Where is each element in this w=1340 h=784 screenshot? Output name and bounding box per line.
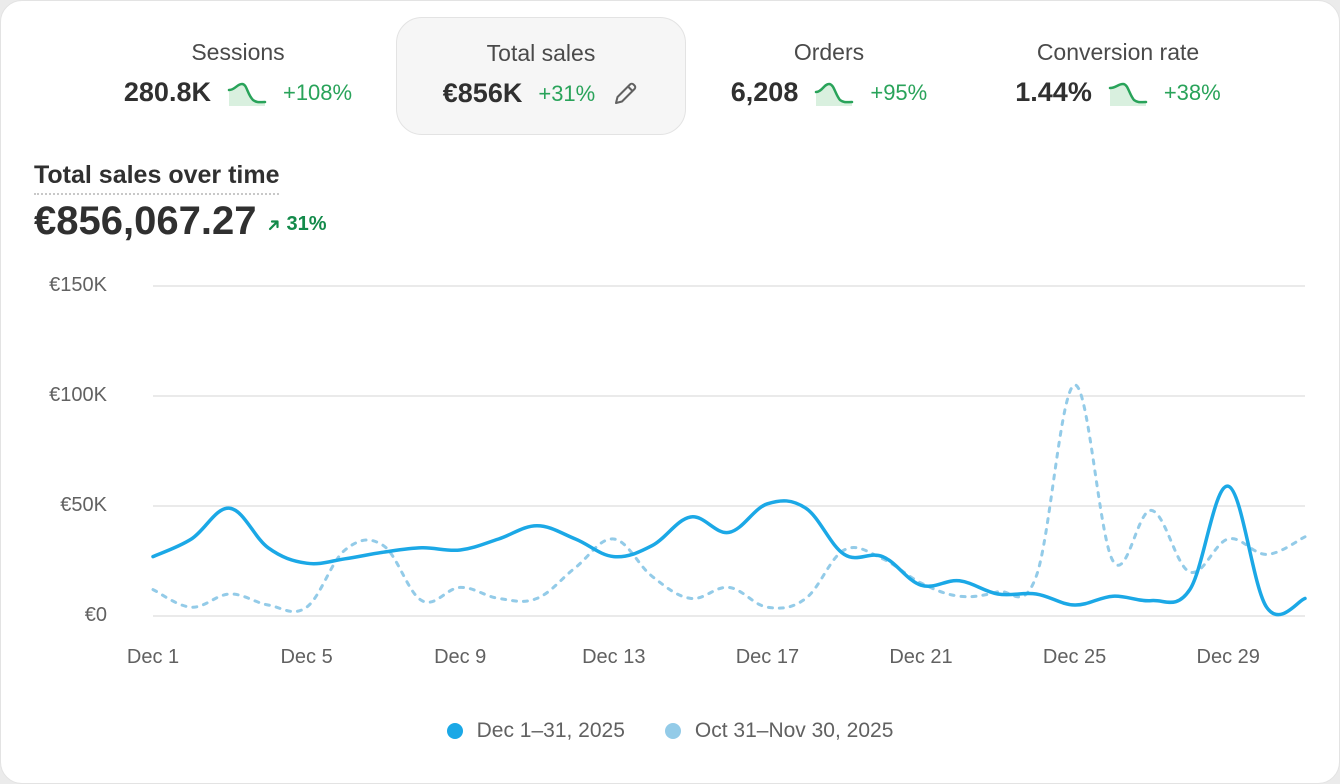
legend-item-current[interactable]: Dec 1–31, 2025 bbox=[446, 719, 625, 743]
chart-title[interactable]: Total sales over time bbox=[34, 161, 280, 195]
metric-value: 280.8K bbox=[123, 77, 211, 107]
metric-value: €856K bbox=[442, 78, 523, 108]
metric-label: Conversion rate bbox=[1036, 39, 1200, 65]
series-line-current bbox=[151, 484, 1307, 617]
metrics-row: Sessions 280.8K +108% Total sales €856K … bbox=[1, 1, 1339, 151]
metric-label: Orders bbox=[793, 39, 865, 65]
x-tick-label: Dec 13 bbox=[582, 646, 646, 668]
x-tick-label: Dec 21 bbox=[889, 646, 953, 668]
series-line-previous bbox=[151, 383, 1307, 613]
metric-total-sales[interactable]: Total sales €856K +31% bbox=[396, 17, 686, 135]
metric-value: 6,208 bbox=[730, 77, 799, 107]
metric-label: Sessions bbox=[191, 39, 285, 65]
y-tick-label: €50K bbox=[60, 494, 107, 516]
metric-conversion-rate[interactable]: Conversion rate 1.44% +38% bbox=[973, 17, 1263, 135]
x-tick-label: Dec 25 bbox=[1042, 646, 1107, 668]
metric-change: +31% bbox=[538, 80, 596, 106]
total-change: 31% bbox=[266, 213, 326, 236]
legend-dot-current bbox=[446, 723, 463, 739]
y-tick-label: €0 bbox=[84, 604, 107, 626]
metric-sessions[interactable]: Sessions 280.8K +108% bbox=[93, 17, 383, 135]
legend-label-previous: Oct 31–Nov 30, 2025 bbox=[694, 719, 894, 742]
total-summary: €856,067.27 31% bbox=[34, 199, 326, 244]
legend-dot-previous bbox=[664, 723, 681, 739]
x-tick-label: Dec 17 bbox=[735, 646, 800, 668]
x-tick-label: Dec 1 bbox=[126, 646, 180, 668]
x-tick-label: Dec 29 bbox=[1196, 646, 1260, 668]
arrow-up-right-icon bbox=[269, 219, 280, 230]
x-tick-label: Dec 9 bbox=[434, 646, 487, 668]
metric-orders[interactable]: Orders 6,208 +95% bbox=[684, 17, 974, 135]
total-value: €856,067.27 bbox=[34, 199, 257, 243]
y-tick-label: €100K bbox=[49, 384, 107, 406]
chart-legend: Dec 1–31, 2025 Oct 31–Nov 30, 2025 bbox=[1, 719, 1339, 743]
total-change-value: 31% bbox=[286, 213, 327, 235]
legend-item-previous[interactable]: Oct 31–Nov 30, 2025 bbox=[664, 719, 894, 743]
sparkline-icon bbox=[815, 82, 854, 106]
y-tick-label: €150K bbox=[49, 274, 107, 296]
metric-change: +95% bbox=[870, 79, 928, 105]
pencil-icon[interactable] bbox=[611, 80, 639, 108]
sparkline-icon bbox=[227, 82, 267, 106]
sparkline-icon bbox=[1108, 82, 1148, 106]
metric-change: +108% bbox=[282, 79, 353, 105]
metric-value: 1.44% bbox=[1015, 77, 1092, 107]
legend-label-current: Dec 1–31, 2025 bbox=[476, 719, 625, 742]
x-tick-label: Dec 5 bbox=[280, 646, 333, 668]
metric-label: Total sales bbox=[486, 40, 596, 66]
metric-change: +38% bbox=[1163, 79, 1221, 105]
